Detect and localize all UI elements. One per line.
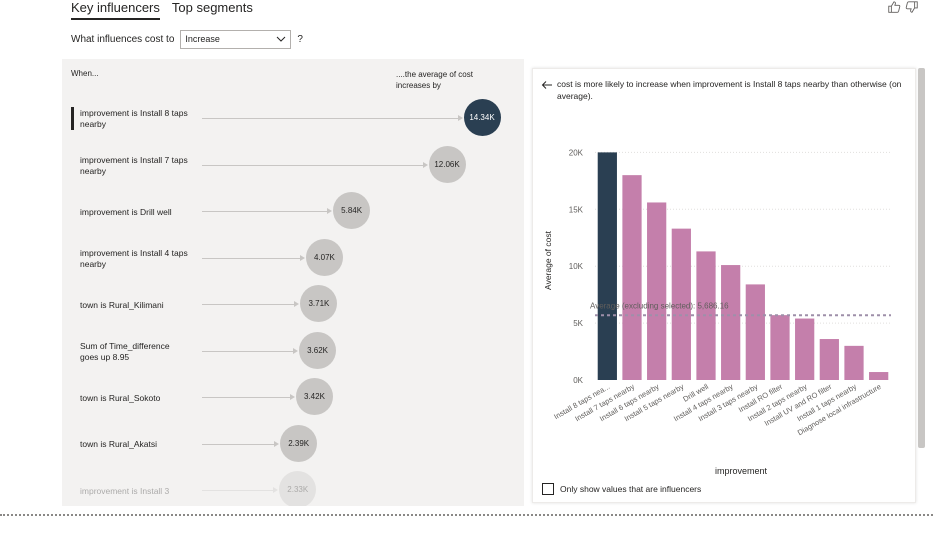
influencer-row[interactable]: town is Rural_Akatsi 2.39K	[62, 424, 524, 465]
y-axis-title: Average of cost	[543, 230, 553, 290]
influencer-value-bubble: 14.34K	[463, 99, 501, 136]
influencer-row[interactable]: improvement is Install 7 taps nearby 12.0…	[62, 145, 524, 186]
column-header-when: When...	[71, 69, 99, 78]
thumbs-up-icon[interactable]	[887, 0, 901, 14]
influencer-line	[202, 304, 297, 305]
bar[interactable]	[819, 339, 839, 380]
influencer-label: improvement is Drill well	[80, 206, 172, 217]
influencer-label: improvement is Install 7 taps nearby	[80, 154, 188, 176]
influencers-only-option: Only show values that are influencers	[542, 483, 701, 495]
bar[interactable]	[869, 372, 889, 380]
y-tick-label: 20K	[569, 148, 584, 157]
influencer-line	[202, 118, 460, 119]
influencers-only-checkbox[interactable]	[542, 483, 554, 495]
influencer-arrow	[299, 254, 305, 261]
bar[interactable]	[721, 265, 741, 380]
y-tick-label: 15K	[569, 205, 584, 214]
influencer-row[interactable]: improvement is Install 4 taps nearby 4.07…	[62, 238, 524, 279]
influencer-value-bubble: 3.42K	[295, 378, 333, 415]
influencer-line	[202, 443, 277, 445]
influencers-list-panel: When... ....the average of cost increase…	[62, 59, 524, 506]
influencer-row[interactable]: town is Rural_Kilimani 3.71K	[62, 285, 524, 325]
tab-key-influencers[interactable]: Key influencers	[71, 0, 160, 20]
influencer-line	[202, 164, 425, 166]
selected-indicator	[71, 107, 74, 130]
influencer-row[interactable]: Sum of Time_difference goes up 8.95 3.62K	[62, 331, 524, 372]
influencer-value-bubble: 4.07K	[305, 238, 343, 276]
influencer-line	[202, 350, 296, 352]
influencer-line	[202, 397, 292, 398]
y-tick-label: 5K	[573, 319, 583, 328]
thumbs-down-icon[interactable]	[905, 0, 919, 14]
influencer-arrow	[422, 161, 428, 168]
bar[interactable]	[844, 345, 864, 380]
influencer-value-bubble: 3.71K	[300, 285, 338, 322]
influencer-arrow	[294, 301, 300, 307]
influencer-detail-panel: cost is more likely to increase when imp…	[532, 68, 916, 503]
influencer-row[interactable]: improvement is Install 8 taps nearby 14.3…	[62, 99, 524, 139]
influencer-line	[202, 211, 330, 212]
influencer-line	[202, 257, 302, 259]
bar[interactable]	[647, 202, 667, 380]
bar[interactable]	[745, 284, 765, 380]
column-header-average: ....the average of cost increases by	[396, 70, 473, 90]
influencer-label: improvement is Install 8 taps nearby	[80, 108, 188, 129]
page-divider	[0, 514, 933, 516]
influencer-arrow	[327, 208, 333, 214]
influencer-arrow	[273, 487, 279, 493]
bar[interactable]	[622, 175, 642, 380]
influencer-value-bubble: 3.62K	[299, 331, 337, 369]
direction-dropdown[interactable]: Increase	[180, 29, 292, 49]
tab-bar: Key influencers Top segments	[71, 0, 253, 20]
influencer-value-bubble: 12.06K	[428, 145, 466, 183]
influencer-value-bubble: 2.39K	[280, 424, 318, 462]
influencer-label: town is Rural_Kilimani	[80, 299, 164, 310]
influence-question: What influences cost to Increase ?	[71, 29, 303, 49]
influencer-arrow	[457, 115, 463, 121]
influencer-arrow	[289, 394, 295, 400]
back-arrow-icon[interactable]	[541, 79, 553, 91]
bar[interactable]	[770, 315, 790, 380]
x-axis-title: improvement	[715, 466, 768, 476]
y-tick-label: 0K	[573, 376, 583, 385]
influencer-explanation: cost is more likely to increase when imp…	[557, 79, 902, 101]
panel-scrollbar[interactable]	[918, 68, 925, 448]
feedback-icons	[887, 0, 919, 14]
influencer-arrow	[274, 440, 280, 447]
y-tick-label: 10K	[569, 262, 584, 271]
influencer-arrow	[293, 347, 299, 354]
influencers-only-label: Only show values that are influencers	[560, 484, 702, 494]
influencer-label: Sum of Time_difference goes up 8.95	[80, 340, 170, 362]
tab-top-segments[interactable]: Top segments	[171, 0, 253, 15]
influencer-line	[202, 490, 276, 491]
influencer-row[interactable]: improvement is Drill well 5.84K	[62, 192, 524, 232]
influencer-label: improvement is Install 4 taps nearby	[80, 247, 188, 269]
bar[interactable]	[597, 152, 617, 380]
influencer-label: town is Rural_Sokoto	[80, 392, 161, 403]
average-reference-label: Average (excluding selected): 5,686.16	[590, 301, 729, 310]
influencer-value-bubble: 5.84K	[333, 192, 371, 229]
influencer-label: town is Rural_Akatsi	[80, 439, 158, 449]
help-icon[interactable]: ?	[297, 33, 303, 45]
bar[interactable]	[795, 318, 815, 380]
influencer-row[interactable]: improvement is Install 3 2.33K	[62, 471, 524, 506]
bar[interactable]	[671, 228, 691, 380]
influencer-value-bubble: 2.33K	[279, 471, 317, 506]
chevron-down-icon	[277, 36, 286, 42]
question-label: What influences cost to	[71, 33, 175, 45]
direction-dropdown-value: Increase	[185, 34, 220, 44]
influencer-row[interactable]: town is Rural_Sokoto 3.42K	[62, 378, 524, 418]
influencer-label: improvement is Install 3	[80, 485, 170, 496]
